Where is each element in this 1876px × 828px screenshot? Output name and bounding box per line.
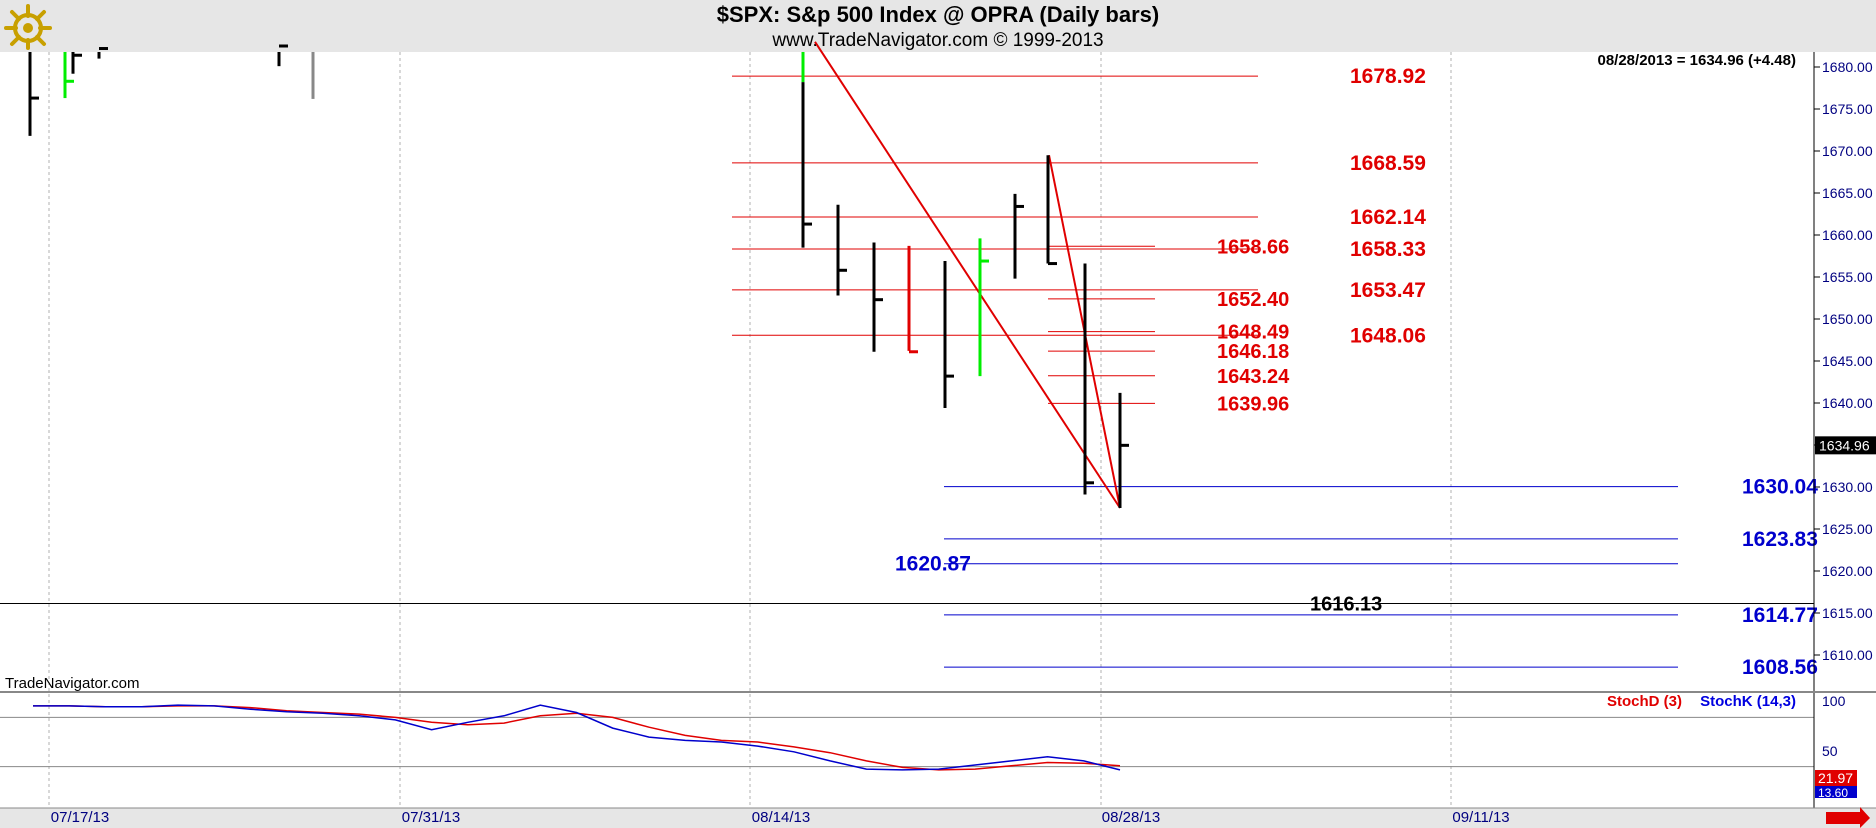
y-tick-label: 1625.00: [1822, 521, 1873, 537]
y-tick-label: 1615.00: [1822, 605, 1873, 621]
watermark: TradeNavigator.com: [5, 675, 140, 692]
level-label: 1648.06: [1350, 324, 1426, 347]
x-tick-label: 07/31/13: [402, 809, 460, 826]
y-tick-label: 1640.00: [1822, 395, 1873, 411]
y-tick-label: 1620.00: [1822, 563, 1873, 579]
stoch-k-label: StochK (14,3): [1700, 693, 1796, 710]
level-label: 1658.66: [1217, 236, 1289, 258]
y-tick-label: 1675.00: [1822, 101, 1873, 117]
price-bar: [1046, 155, 1057, 266]
stoch-k-value-box: [1815, 786, 1857, 798]
level-label: 1668.59: [1350, 152, 1426, 175]
stoch-series-d: [33, 705, 1121, 771]
price-bar: [1083, 263, 1094, 495]
y-tick-label: 1650.00: [1822, 311, 1873, 327]
price-bar: [1013, 193, 1024, 279]
price-bar: [836, 204, 847, 296]
price-bar: [28, 52, 39, 136]
x-tick-label: 09/11/13: [1452, 809, 1509, 826]
price-bar: [97, 47, 108, 59]
trendline: [814, 41, 1121, 509]
price-bar: [277, 44, 288, 67]
level-label: 1616.13: [1310, 594, 1382, 616]
stoch-d-value: 21.97: [1818, 770, 1853, 786]
x-tick-label: 08/28/13: [1102, 809, 1160, 826]
chart-title: $SPX: S&p 500 Index @ OPRA (Daily bars): [716, 2, 1160, 27]
price-bar: [1118, 392, 1129, 508]
x-tick-label: 08/14/13: [752, 809, 810, 826]
x-tick-label: 07/17/13: [51, 809, 109, 826]
stoch-tick-label: 50: [1822, 743, 1838, 759]
y-tick-label: 1665.00: [1822, 185, 1873, 201]
level-label: 1646.18: [1217, 341, 1289, 363]
price-bar: [978, 238, 989, 377]
navigator-logo-icon: [4, 4, 52, 50]
gridlines: [48, 52, 1452, 812]
level-label: 1658.33: [1350, 238, 1426, 261]
level-label: 1678.92: [1350, 65, 1426, 88]
price-bar: [907, 245, 918, 354]
level-label: 1608.56: [1742, 656, 1818, 679]
stoch-d-value-box: [1815, 770, 1857, 786]
y-tick-label: 1670.00: [1822, 143, 1873, 159]
price-bars: [28, 44, 1129, 508]
axes: 1610.001615.001620.001625.001630.001635.…: [0, 52, 1876, 828]
y-tick-label: 1630.00: [1822, 479, 1873, 495]
trendlines: [814, 41, 1121, 509]
stoch-d-label: StochD (3): [1606, 693, 1682, 710]
stoch-series-k: [33, 704, 1121, 771]
stoch-tick-label: 100: [1822, 693, 1846, 709]
chart-subtitle: www.TradeNavigator.com © 1999-2013: [772, 30, 1104, 51]
level-label: 1653.47: [1350, 279, 1426, 302]
level-label: 1639.96: [1217, 393, 1289, 415]
price-levels: 1678.92 1668.59 1662.14 1658.66 1658.33 1653.…: [0, 65, 1818, 679]
y-tick-label: 1660.00: [1822, 227, 1873, 243]
level-label: 1643.24: [1217, 366, 1290, 388]
x-axis-band: [0, 808, 1876, 828]
price-bar: [801, 82, 812, 248]
stoch-k-value: 13.60: [1818, 786, 1848, 800]
level-label: 1648.49: [1217, 322, 1289, 344]
level-label: 1652.40: [1217, 289, 1289, 311]
level-label: 1623.83: [1742, 528, 1818, 551]
price-readout: 08/28/2013 = 1634.96 (+4.48): [1597, 52, 1796, 69]
last-price-box: [1815, 436, 1876, 455]
y-tick-label: 1645.00: [1822, 353, 1873, 369]
y-tick-label: 1655.00: [1822, 269, 1873, 285]
level-label: 1614.77: [1742, 604, 1818, 627]
price-bar: [63, 52, 74, 99]
level-label: 1630.04: [1742, 476, 1818, 499]
stochastic-legend: StochD (3) StochK (14,3): [1607, 693, 1796, 710]
last-price-label: 1634.96: [1819, 437, 1870, 453]
level-label: 1620.87: [895, 553, 971, 576]
price-bar: [943, 261, 954, 409]
chart-header: [0, 0, 1876, 52]
y-tick-label: 1680.00: [1822, 59, 1873, 75]
price-bar: [872, 242, 883, 352]
level-label: 1662.14: [1350, 206, 1426, 229]
price-bar: [71, 52, 82, 74]
scroll-right-icon: [1826, 807, 1870, 828]
y-tick-label: 1610.00: [1822, 647, 1873, 663]
